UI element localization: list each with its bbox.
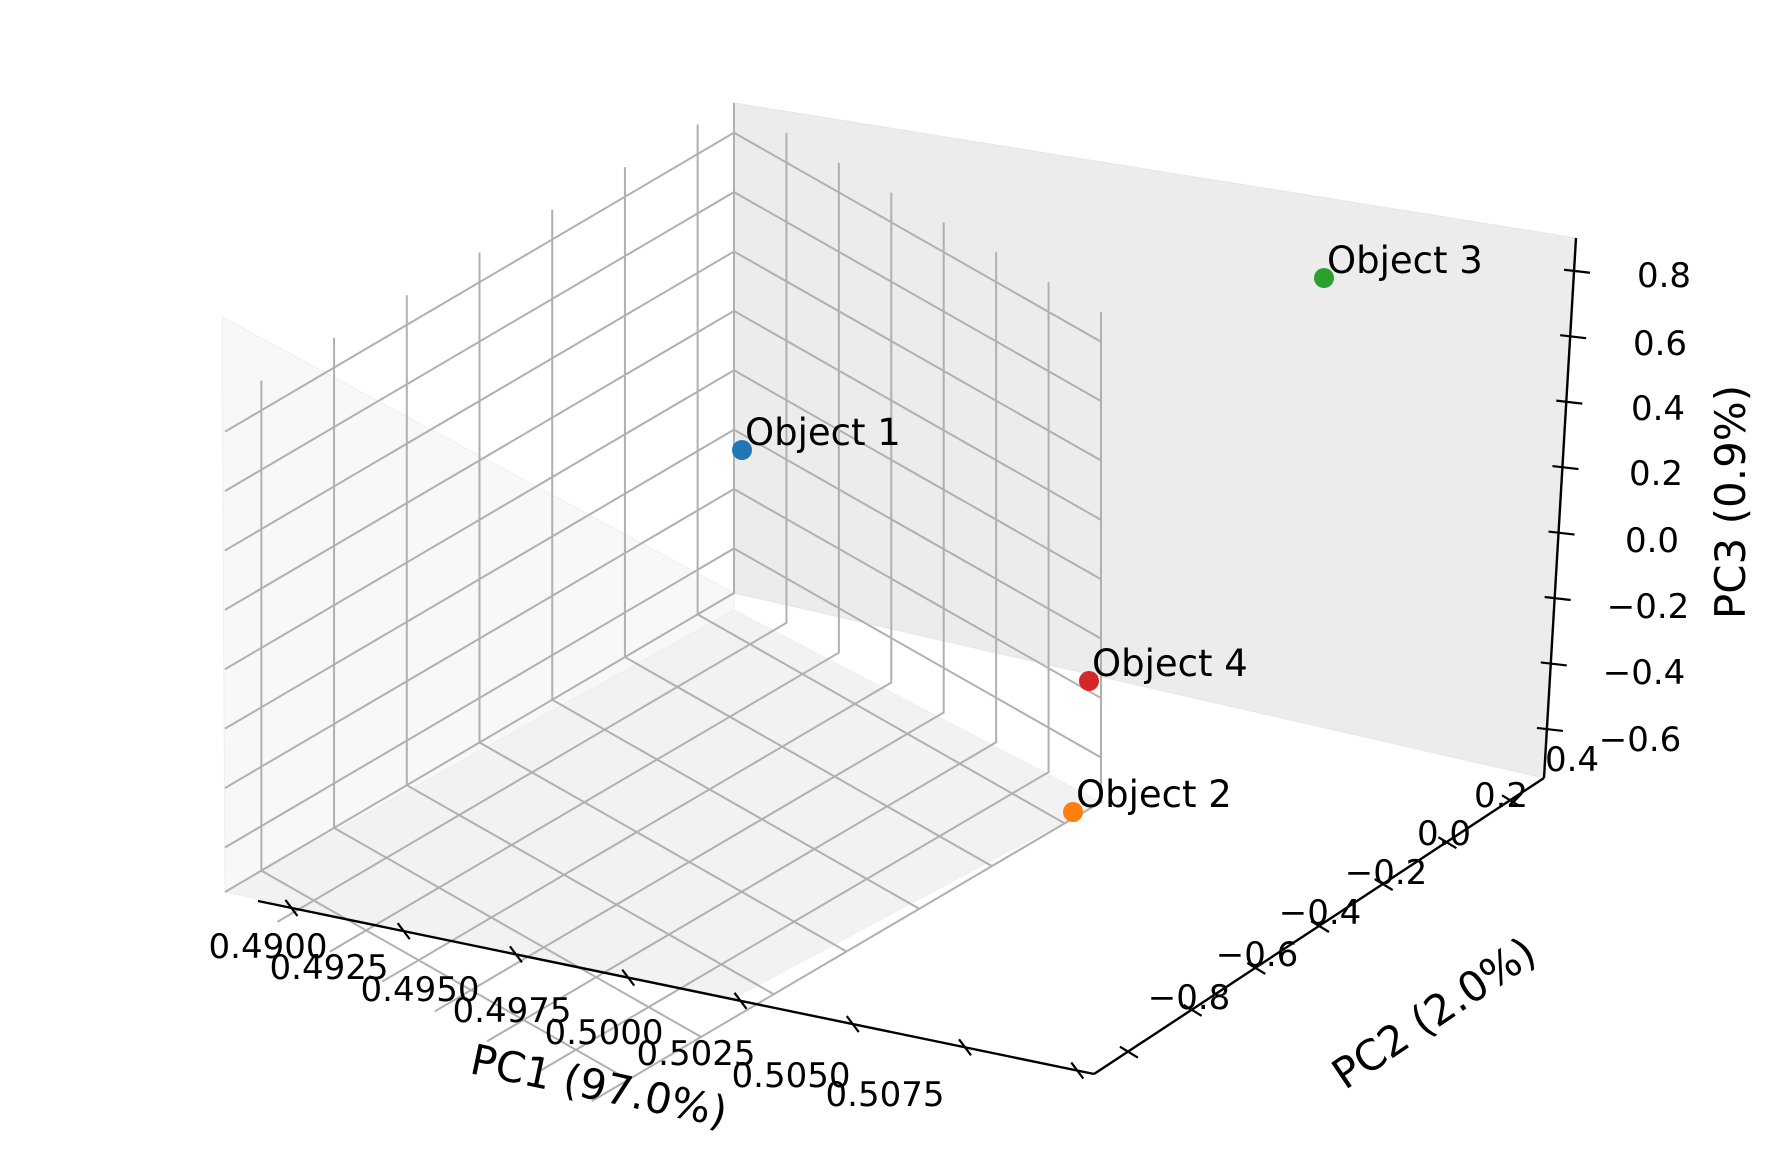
pc1-gridline [224, 103, 735, 893]
pc3-ticks: −0.6 −0.4 −0.2 0.0 0.2 0.4 0.6 0.8 [1536, 256, 1691, 760]
pc3-tick-mark [1552, 464, 1579, 471]
pc2-gridline [623, 167, 993, 867]
pc3-tick-mark [1560, 334, 1587, 340]
pc3-tick-mark [1544, 595, 1571, 602]
pc2-ticks: −0.8−0.6−0.4−0.20.00.20.4 [1119, 740, 1599, 1059]
pc2-tick-label: −0.8 [1148, 978, 1231, 1018]
point-label: Object 4 [1092, 642, 1248, 685]
pc3-gridline [224, 190, 1102, 492]
pc1-tick-label: 0.5025 [637, 1034, 756, 1074]
pc1-gridline [434, 222, 945, 1013]
pc3-tick-label: −0.6 [1599, 720, 1682, 760]
pc3-tick-label: −0.2 [1607, 587, 1690, 627]
pc1-tick-mark [958, 1038, 972, 1056]
pc2-gridline [260, 380, 629, 1081]
pc1-gridline [329, 162, 840, 953]
point-label: Object 3 [1327, 239, 1483, 282]
pc1-gridline [591, 312, 1102, 1102]
pc2-gridline [551, 209, 920, 910]
point-label: Object 1 [745, 411, 901, 454]
pc3-gridline [224, 369, 1102, 671]
pc3-tick-label: 0.4 [1631, 389, 1685, 429]
pc2-tick-label: 0.2 [1474, 776, 1528, 816]
pc1-gridline [486, 252, 998, 1043]
pc1-tick-label: 0.4950 [361, 970, 480, 1010]
pc3-gridline [224, 428, 1102, 730]
pc1-tick-mark [733, 992, 748, 1010]
pc2-tick-label: 0.0 [1417, 814, 1471, 854]
point-label: Object 2 [1076, 773, 1232, 816]
data-point [732, 440, 752, 460]
pc3-tick-mark [1548, 530, 1575, 536]
pc3-tick-label: 0.8 [1637, 256, 1691, 296]
pc1-tick-label: 0.5075 [826, 1075, 945, 1115]
pc3-gridline [224, 250, 1102, 552]
pc1-tick-mark [509, 945, 523, 964]
pc2-tick-mark [1183, 1003, 1203, 1017]
pc3-tick-mark [1536, 726, 1564, 733]
pc3-axis-title: PC3 (0.9%) [1706, 385, 1755, 619]
pc2-tick-mark [1437, 836, 1457, 850]
pc3-tick-label: −0.4 [1603, 653, 1686, 693]
grid-lines [224, 103, 1102, 1102]
pc3-tick-label: 0.0 [1625, 521, 1679, 561]
pc3-gridline [224, 487, 1102, 789]
pc3-tick-label: 0.2 [1629, 454, 1683, 494]
data-point [1314, 268, 1334, 288]
pc2-tick-mark [1246, 961, 1266, 975]
pc1-tick-mark [845, 1015, 860, 1033]
pc3-tick-mark [1556, 399, 1583, 405]
data-points: Object 1 Object 2 Object 3 Object 4 [732, 239, 1483, 822]
pc2-tick-mark [1119, 1045, 1139, 1059]
pc1-tick-label: 0.5050 [732, 1056, 851, 1096]
pc3-tick-label: 0.6 [1633, 324, 1687, 364]
pc3-tick-mark [1540, 661, 1567, 667]
pc3-gridline [224, 309, 1102, 611]
pc2-axis-title: PC2 (2.0%) [1323, 927, 1545, 1099]
pc1-gridline [276, 132, 788, 923]
pc1-tick-mark [396, 922, 411, 940]
data-point [1063, 802, 1083, 822]
pc1-tick-mark [621, 968, 636, 987]
pc3-gridline [224, 547, 1102, 849]
pc2-tick-mark [1310, 920, 1330, 933]
pc2-tick-label: 0.4 [1545, 740, 1599, 780]
pc1-gridline [539, 282, 1050, 1073]
data-point [1079, 671, 1099, 691]
pc1-axis-line [257, 899, 1095, 1076]
pc2-gridline [696, 124, 1066, 825]
pc1-tick-label: 0.4900 [209, 927, 328, 967]
pc3-tick-mark [1563, 268, 1591, 274]
pc2-tick-mark [1501, 794, 1521, 808]
pc2-gridline [405, 295, 775, 996]
pc3-gridline [224, 131, 1102, 433]
pc1-tick-label: 0.4975 [453, 991, 572, 1031]
pc2-tick-mark [1374, 878, 1394, 892]
pc1-tick-mark [284, 899, 299, 917]
pc1-tick-label: 0.4925 [270, 948, 389, 988]
pc1-gridline [381, 192, 893, 983]
pc1-ticks: 0.49000.49250.49500.49750.50000.50250.50… [209, 899, 1085, 1115]
pc1-tick-label: 0.5000 [545, 1013, 664, 1053]
pc3-axis-line [1542, 237, 1578, 779]
pc2-gridline [478, 252, 847, 953]
pc1-tick-mark [1070, 1061, 1085, 1080]
